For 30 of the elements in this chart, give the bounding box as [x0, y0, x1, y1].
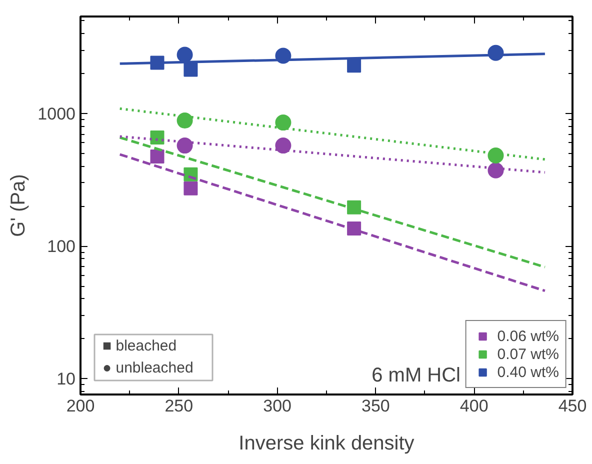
annotation: 6 mM HCl: [372, 364, 461, 386]
x-tick-label: 300: [263, 396, 292, 416]
point: [347, 200, 362, 214]
point: [275, 114, 292, 131]
legend-label: 0.06 wt%: [497, 327, 559, 345]
y-tick-label: 10: [56, 370, 76, 389]
point: [275, 138, 292, 154]
point: [150, 149, 164, 164]
x-tick-label: 400: [460, 396, 488, 416]
x-axis-title: Inverse kink density: [238, 432, 414, 454]
annotation: ● unbleached: [102, 360, 194, 376]
point: [150, 130, 164, 145]
point: [347, 58, 362, 73]
point: [176, 46, 193, 63]
x-tick-label: 250: [164, 396, 194, 416]
point: [488, 147, 504, 164]
point: [488, 162, 504, 178]
point: [184, 62, 198, 77]
y-tick-label: 1000: [38, 104, 76, 124]
legend-label: 0.40 wt%: [497, 363, 559, 381]
x-tick-label: 450: [558, 396, 587, 416]
y-axis-title: G' (Pa): [8, 174, 30, 237]
legend-label: 0.07 wt%: [497, 345, 559, 363]
x-tick-label: 350: [362, 396, 390, 416]
point: [176, 138, 193, 154]
point: [176, 112, 193, 129]
y-tick-label: 100: [47, 237, 76, 256]
annotation: ■ bleached: [102, 338, 177, 354]
x-tick-label: 200: [66, 396, 95, 416]
point: [184, 181, 198, 196]
